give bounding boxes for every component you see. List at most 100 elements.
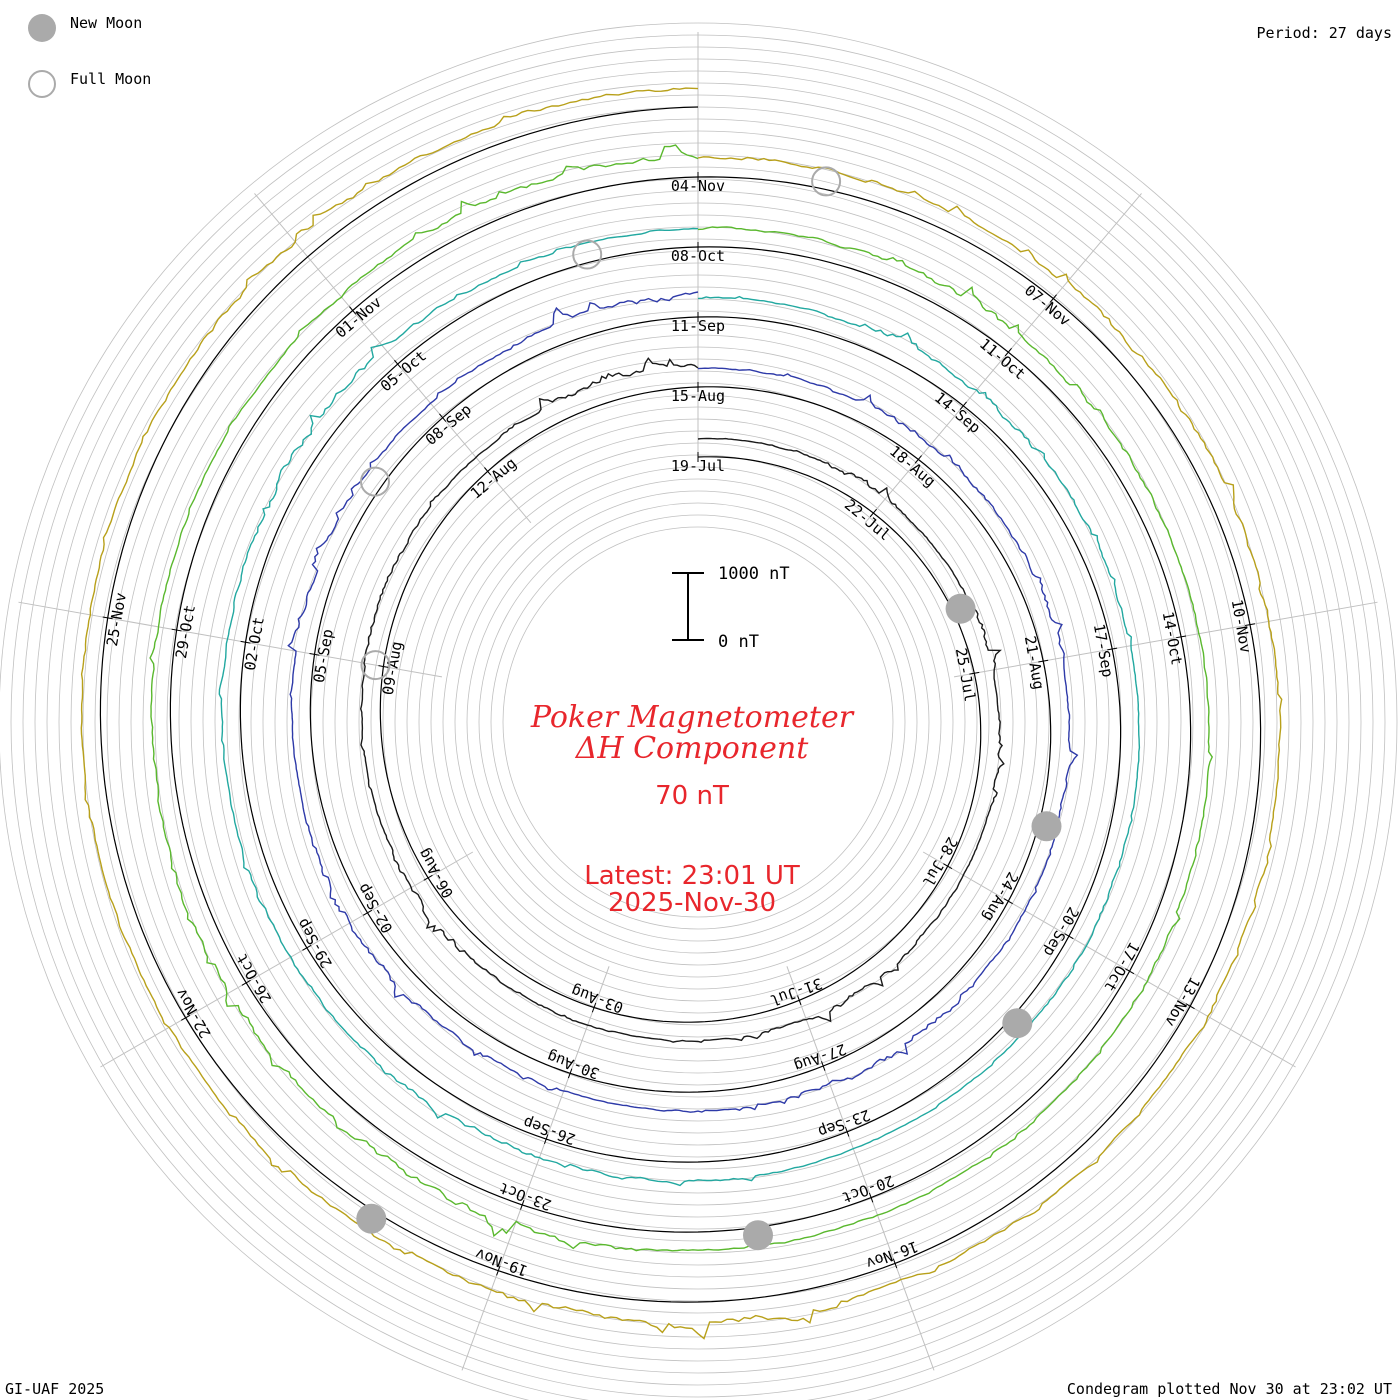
moon-markers — [356, 166, 1062, 1251]
date-tick — [914, 455, 922, 464]
date-tick — [959, 401, 967, 410]
date-tick — [567, 1068, 573, 1079]
series-trace-4 — [149, 144, 1214, 1252]
baseline-spiral — [99, 106, 1262, 1303]
day-spoke — [100, 851, 474, 1068]
date-tick — [969, 671, 980, 675]
date-tick — [869, 508, 877, 518]
date-label: 30-Aug — [545, 1047, 602, 1082]
date-label: 11-Oct — [976, 335, 1029, 384]
date-label: 19-Nov — [473, 1244, 530, 1279]
date-tick — [423, 874, 433, 881]
date-label: 12-Aug — [467, 454, 520, 503]
grid-ring — [454, 478, 942, 966]
date-label: 29-Oct — [172, 603, 199, 659]
full-moon-legend-icon — [28, 70, 56, 98]
date-tick — [844, 1126, 850, 1137]
legend-new-moon-label: New Moon — [70, 14, 142, 32]
date-tick — [496, 1265, 501, 1276]
day-spokes — [18, 32, 1378, 1371]
date-label: 18-Aug — [886, 442, 939, 491]
date-tick — [439, 413, 447, 422]
date-label: 25-Jul — [952, 647, 979, 703]
date-label: 25-Nov — [103, 591, 130, 647]
baseline-spiral-path — [99, 106, 1262, 1303]
new-moon-marker — [356, 1203, 387, 1234]
grid-ring — [466, 490, 930, 954]
date-tick — [240, 640, 251, 644]
date-label: 20-Sep — [1040, 904, 1083, 960]
scale-bar: 1000 nT 0 nT — [672, 564, 790, 652]
date-tick — [1124, 968, 1135, 975]
full-moon-marker — [360, 650, 391, 681]
day-spoke — [18, 601, 443, 678]
chart-title-line2: ΔH Component — [575, 731, 809, 766]
new-moon-marker — [1002, 1008, 1033, 1039]
current-value: 70 nT — [655, 781, 729, 811]
date-tick — [1003, 898, 1013, 905]
day-spoke — [864, 193, 1142, 524]
date-label: 10-Nov — [1228, 598, 1255, 654]
new-moon-marker — [945, 593, 976, 624]
date-label: 29-Sep — [293, 915, 336, 971]
date-tick — [943, 863, 953, 870]
date-tick — [378, 665, 389, 668]
date-label: 13-Nov — [1161, 974, 1204, 1030]
date-tick — [102, 616, 113, 620]
footer-credit: GI-UAF 2025 — [5, 1380, 104, 1398]
date-label: 19-Jul — [671, 457, 725, 475]
grid-ring — [0, 22, 1398, 1400]
date-tick — [520, 1200, 525, 1210]
date-tick — [484, 467, 492, 476]
date-tick — [349, 306, 357, 315]
footer-plotted: Condegram plotted Nov 30 at 23:02 UT — [1067, 1380, 1392, 1398]
date-tick — [821, 1061, 826, 1071]
date-label: 22-Nov — [172, 985, 215, 1041]
series-trace-2 — [287, 291, 1079, 1113]
full-moon-marker — [360, 466, 390, 497]
date-label: 17-Oct — [1100, 939, 1143, 995]
date-tick — [362, 909, 373, 916]
date-tick — [394, 359, 402, 369]
date-tick — [1049, 294, 1057, 303]
date-label: 11-Sep — [671, 317, 725, 335]
latest-time: Latest: 23:01 UT — [584, 861, 800, 891]
date-tick — [591, 1002, 597, 1013]
scale-bottom-label: 0 nT — [718, 632, 759, 652]
date-tick — [1004, 348, 1012, 357]
date-label: 03-Aug — [569, 981, 626, 1016]
legend: New Moon Full Moon — [28, 14, 151, 98]
day-spoke — [922, 851, 1296, 1068]
grid-ring — [478, 502, 918, 942]
date-label: 28-Jul — [919, 834, 962, 890]
series-trace-1 — [359, 357, 1005, 1043]
date-label: 01-Nov — [332, 293, 385, 342]
date-tick — [181, 1014, 191, 1021]
grid-ring — [442, 466, 954, 978]
date-label: 20-Oct — [839, 1171, 896, 1206]
day-spoke — [461, 966, 610, 1371]
series-trace-3 — [218, 227, 1141, 1187]
date-label: 06-Aug — [415, 845, 458, 901]
grid-ring — [490, 514, 906, 930]
chart-title-line1: Poker Magnetometer — [530, 700, 855, 735]
date-tick — [1185, 1003, 1195, 1010]
series-trace-5 — [80, 87, 1283, 1340]
date-label: 22-Jul — [841, 496, 894, 545]
date-tick — [302, 944, 312, 951]
period-label: Period: 27 days — [1257, 24, 1392, 42]
date-tick — [1245, 623, 1256, 627]
date-tick — [868, 1192, 874, 1203]
full-moon-marker — [811, 166, 842, 197]
grid-ring — [502, 526, 894, 918]
date-label: 23-Oct — [497, 1179, 554, 1214]
date-label: 08-Oct — [671, 247, 725, 265]
day-spoke — [953, 601, 1378, 678]
date-tick — [544, 1134, 549, 1144]
date-label: 02-Oct — [241, 615, 268, 671]
date-tick — [1107, 647, 1118, 651]
date-tick — [309, 653, 320, 656]
full-moon-marker — [572, 239, 603, 270]
day-spoke — [786, 966, 935, 1371]
